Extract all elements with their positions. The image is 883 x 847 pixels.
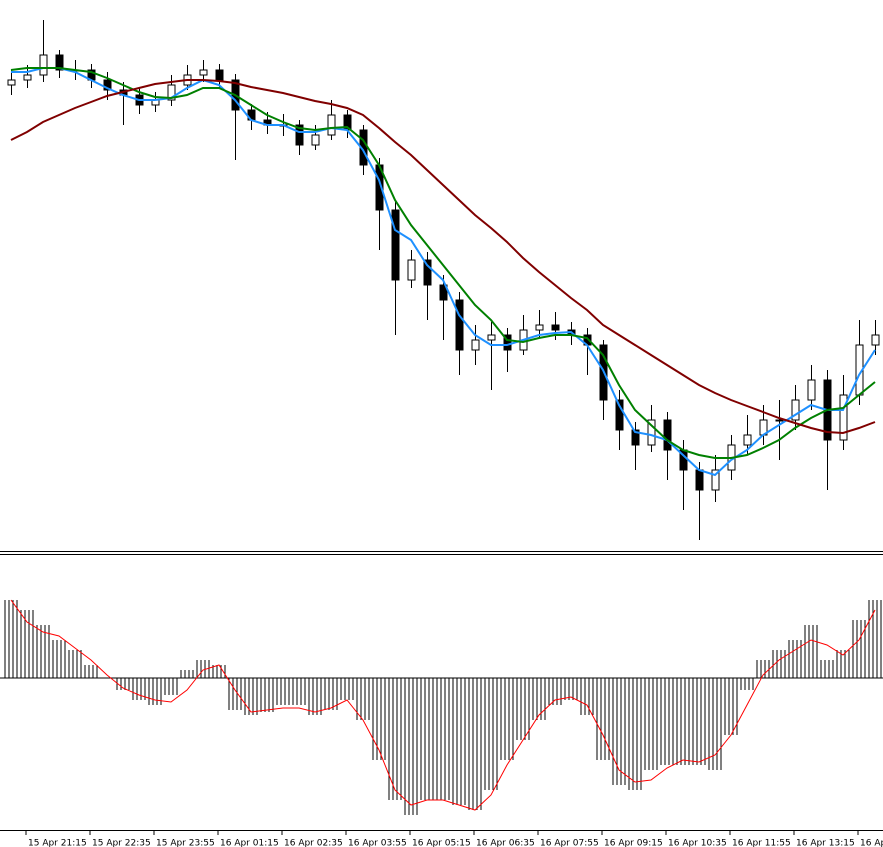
x-tick-label: 16 Apr 05:15 <box>412 839 471 847</box>
candle-body <box>327 114 336 136</box>
candle-body <box>503 334 512 351</box>
candle-body <box>743 434 752 446</box>
x-tick-label: 16 Apr 06:35 <box>476 839 535 847</box>
x-tick-label: 15 Apr 22:35 <box>92 839 151 847</box>
x-tick-label: 16 Ap <box>860 839 883 847</box>
candle-body <box>535 324 544 331</box>
candle-body <box>7 79 16 86</box>
candle-body <box>455 299 464 351</box>
x-tick-label: 16 Apr 01:15 <box>220 839 279 847</box>
candle-body <box>215 69 224 81</box>
x-tick-label: 16 Apr 03:55 <box>348 839 407 847</box>
x-tick-label: 15 Apr 21:15 <box>28 839 87 847</box>
x-tick-label: 16 Apr 13:15 <box>796 839 855 847</box>
candle-body <box>295 124 304 146</box>
candle-body <box>871 334 880 346</box>
candle-body <box>199 69 208 76</box>
x-tick-label: 15 Apr 23:55 <box>156 839 215 847</box>
candle-body <box>439 284 448 301</box>
candle-body <box>391 209 400 281</box>
candle-body <box>487 334 496 341</box>
candle-body <box>615 399 624 431</box>
candle-body <box>39 54 48 76</box>
candle-body <box>839 394 848 441</box>
candle-body <box>311 134 320 146</box>
x-tick-label: 16 Apr 02:35 <box>284 839 343 847</box>
candle-body <box>551 324 560 331</box>
candle-body <box>631 429 640 446</box>
candle-body <box>711 469 720 491</box>
x-tick-label: 16 Apr 07:55 <box>540 839 599 847</box>
candle-body <box>663 419 672 451</box>
candle-body <box>423 259 432 286</box>
moving-average-line <box>11 67 876 477</box>
signal-line <box>10 599 876 811</box>
candle-body <box>807 379 816 401</box>
candle-body <box>471 339 480 351</box>
candle-body <box>775 419 784 422</box>
candle-body <box>103 79 112 91</box>
candle-body <box>791 399 800 421</box>
candle-body <box>407 259 416 281</box>
candle-body <box>167 84 176 101</box>
moving-average-line <box>10 79 876 435</box>
moving-average-line <box>10 67 876 459</box>
x-tick-label: 16 Apr 09:15 <box>604 839 663 847</box>
x-tick-label: 16 Apr 10:35 <box>668 839 727 847</box>
candle-body <box>55 54 64 71</box>
candle-body <box>695 469 704 491</box>
candle-body <box>647 419 656 446</box>
candle-body <box>23 74 32 81</box>
x-tick-label: 16 Apr 11:55 <box>732 839 791 847</box>
